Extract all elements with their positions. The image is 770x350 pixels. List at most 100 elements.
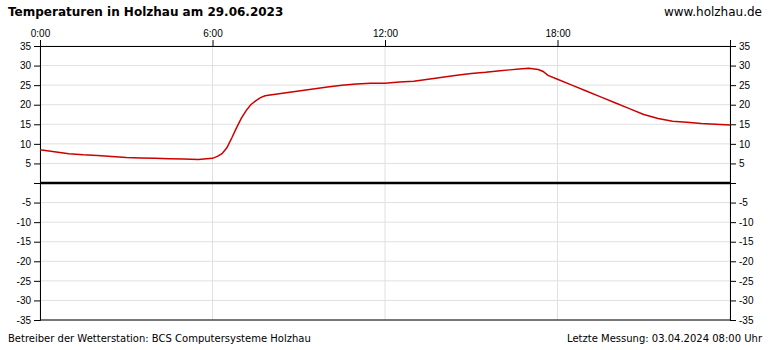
tick-label: 30 — [20, 60, 32, 71]
tick-label: -15 — [739, 236, 754, 247]
tick: -20 — [730, 256, 754, 267]
tick-label: 0:00 — [31, 28, 51, 39]
tick-label: 6:00 — [203, 28, 223, 39]
tick-mark — [730, 261, 736, 262]
tick: -25 — [17, 276, 40, 287]
tick: 6:00 — [203, 28, 223, 46]
tick-mark — [34, 144, 40, 145]
tick-mark — [730, 46, 736, 47]
tick-label: 25 — [739, 80, 751, 91]
tick-label: 10 — [20, 139, 32, 150]
tick: -20 — [17, 256, 40, 267]
annotation: www.holzhau.de — [664, 5, 762, 19]
tick-label: -10 — [17, 217, 32, 228]
title: Temperaturen in Holzhau am 29.06.2023 — [8, 5, 283, 19]
tick: -10 — [17, 217, 40, 228]
tick-mark — [730, 105, 736, 106]
tick-label: -15 — [17, 236, 32, 247]
tick-label: 30 — [739, 60, 751, 71]
tick-mark — [34, 203, 40, 204]
tick-label: -5 — [739, 197, 748, 208]
tick: 20 — [20, 99, 40, 110]
tick-mark — [730, 203, 736, 204]
tick: 0:00 — [31, 28, 51, 46]
tick-mark — [213, 40, 214, 46]
tick — [34, 183, 40, 184]
tick-mark — [730, 124, 736, 125]
annotation: Letzte Messung: 03.04.2024 08:00 Uhr — [567, 333, 763, 344]
tick-mark — [730, 163, 736, 164]
tick: 12:00 — [373, 28, 398, 46]
tick-mark — [385, 40, 386, 46]
tick: 15 — [730, 119, 751, 130]
tick: 15 — [20, 119, 40, 130]
tick-mark — [730, 144, 736, 145]
tick — [730, 40, 731, 46]
tick-label: 5 — [739, 158, 745, 169]
tick-mark — [730, 183, 736, 184]
tick-label: 5 — [25, 158, 31, 169]
tick: -10 — [730, 217, 754, 228]
tick-label: -20 — [739, 256, 754, 267]
tick-mark — [730, 66, 736, 67]
tick: -5 — [730, 197, 748, 208]
tick-mark — [34, 85, 40, 86]
tick-label: -20 — [17, 256, 32, 267]
tick-label: 12:00 — [373, 28, 398, 39]
tick: -30 — [730, 295, 754, 306]
tick-label: -30 — [17, 295, 32, 306]
tick: -35 — [730, 315, 754, 326]
annotation: Betreiber der Wetterstation: BCS Compute… — [8, 333, 311, 344]
tick: 35 — [730, 41, 751, 52]
tick: -35 — [17, 315, 40, 326]
tick-mark — [730, 85, 736, 86]
tick-mark — [34, 183, 40, 184]
tick: 25 — [20, 80, 40, 91]
temperature-line — [40, 68, 730, 159]
tick-mark — [34, 300, 40, 301]
tick-mark — [34, 46, 40, 47]
tick: 20 — [730, 99, 751, 110]
tick-label: 35 — [20, 41, 32, 52]
tick-label: -10 — [739, 217, 754, 228]
tick-label: 20 — [739, 99, 751, 110]
tick-label: -35 — [17, 315, 32, 326]
tick: 30 — [20, 60, 40, 71]
x-axis: 0:00 6:00 12:00 18:00 — [31, 28, 731, 47]
tick-label: 20 — [20, 99, 32, 110]
tick-mark — [34, 163, 40, 164]
tick: -30 — [17, 295, 40, 306]
tick-label: -5 — [22, 197, 31, 208]
tick-mark — [34, 320, 40, 321]
y-axis: -35 -30 -25 -20 -15 -10 -5 5 10 15 20 25 30 35 — [17, 41, 41, 326]
tick-mark — [34, 124, 40, 125]
tick: -5 — [22, 197, 40, 208]
tick-label: 15 — [739, 119, 751, 130]
tick: -15 — [730, 236, 754, 247]
tick-mark — [34, 105, 40, 106]
tick-label: 18:00 — [545, 28, 570, 39]
zero-line — [40, 182, 730, 185]
tick — [730, 183, 736, 184]
tick: 25 — [730, 80, 751, 91]
tick-mark — [730, 242, 736, 243]
frame-line — [40, 320, 730, 321]
tick-label: 15 — [20, 119, 32, 130]
tick: 30 — [730, 60, 751, 71]
tick-mark — [40, 40, 41, 46]
tick-mark — [34, 261, 40, 262]
tick: 10 — [20, 139, 40, 150]
axis-line — [34, 47, 41, 321]
grid-line — [40, 320, 730, 321]
tick: -25 — [730, 276, 754, 287]
axis-line — [731, 47, 737, 321]
tick: 35 — [20, 41, 40, 52]
tick: 18:00 — [545, 28, 570, 46]
tick-label: -25 — [17, 276, 32, 287]
tick-mark — [34, 222, 40, 223]
tick-label: -25 — [739, 276, 754, 287]
tick-mark — [34, 66, 40, 67]
tick-label: 10 — [739, 139, 751, 150]
tick-mark — [730, 320, 736, 321]
plot-area — [40, 68, 730, 183]
